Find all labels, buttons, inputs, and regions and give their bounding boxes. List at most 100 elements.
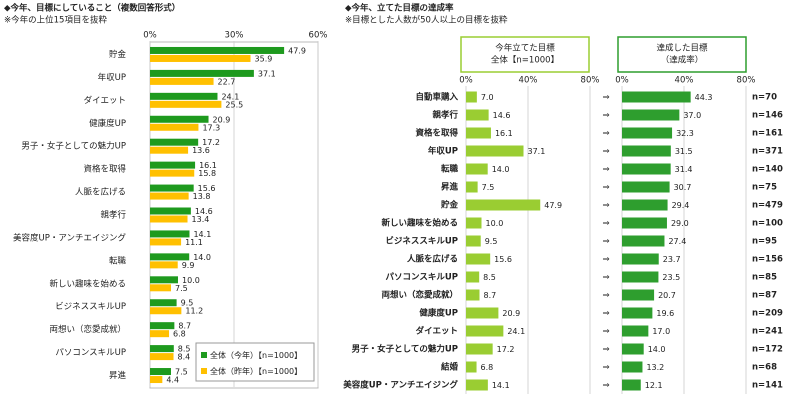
data-label: 7.5 [175,368,188,377]
sample-size: n=371 [752,147,783,157]
y-tick-label: 貯金 [441,200,459,211]
bar [150,261,178,269]
arrow: ⇒ [602,381,609,391]
arrow: ⇒ [602,147,609,157]
y-tick-label: パソコンスキルUP [55,348,126,358]
bar [622,91,691,103]
y-tick-label: 転職 [441,164,459,175]
data-label: 37.1 [258,69,276,78]
bar [622,199,668,211]
data-label: 17.0 [652,327,670,336]
y-tick-label: 資格を取得 [414,128,458,139]
arrow: ⇒ [602,129,609,139]
y-tick-label: 昇進 [109,371,127,381]
y-tick-label: 貯金 [109,49,127,60]
sample-size: n=156 [752,255,783,265]
bar [466,379,488,391]
x-tick-label: 40% [519,76,538,86]
y-tick-label: ビジネススキルUP [385,236,458,247]
x-tick-label: 30% [225,31,244,41]
y-tick-label: 男子・女子としての魅力UP [352,344,458,355]
data-label: 15.8 [198,169,216,178]
data-label: 44.3 [695,93,713,102]
bar [622,307,653,319]
data-label: 13.2 [646,363,664,372]
bar [150,192,189,200]
bar [150,77,214,85]
y-tick-label: 男子・女子としての魅力UP [21,141,126,152]
arrow: ⇒ [602,219,609,229]
arrow: ⇒ [602,345,609,355]
bar [622,361,643,373]
arrow: ⇒ [602,93,609,103]
data-label: 7.5 [175,284,188,293]
legend-swatch [201,352,207,358]
data-label: 37.0 [683,111,701,120]
arrow: ⇒ [602,237,609,247]
bar [466,307,499,319]
x-tick-label: 80% [581,76,600,86]
data-label: 32.3 [676,129,694,138]
bar [150,123,199,131]
data-label: 12.1 [645,381,663,390]
bar [466,199,541,211]
sample-size: n=87 [752,291,777,301]
data-label: 47.9 [288,46,306,55]
y-tick-label: 健康度UP [419,308,458,319]
data-label: 8.7 [483,291,496,300]
data-label: 20.9 [502,309,520,318]
bar [466,235,481,247]
legend-box [195,342,315,382]
bar [622,109,680,121]
data-label: 7.0 [481,93,494,102]
bar [466,289,480,301]
data-label: 16.1 [199,161,217,170]
legend-label: 全体（昨年）【n=1000】 [210,366,302,376]
data-label: 8.4 [178,353,191,362]
sample-size: n=85 [752,273,777,283]
panel-title: 全体【n=1000】 [491,55,559,66]
panel-title: 達成した目標 [656,43,708,54]
bar [622,325,649,337]
bar [150,54,251,62]
x-tick-label: 0% [143,31,157,41]
chart-subtitle: ※目標とした人数が50人以上の目標を抜粋 [345,15,508,26]
data-label: 15.6 [494,255,512,264]
sample-size: n=100 [752,219,783,229]
bar [150,238,182,246]
bar [466,163,488,175]
bar [150,322,175,330]
sample-size: n=75 [752,183,777,193]
bar [466,217,482,229]
data-label: 35.9 [255,54,273,63]
x-tick-label: 0% [459,76,473,86]
y-tick-label: 人脈を広げる [407,254,458,265]
data-label: 10.0 [486,219,504,228]
data-label: 23.7 [663,255,681,264]
x-tick-label: 40% [675,76,694,86]
y-tick-label: 親孝行 [432,110,458,121]
y-tick-label: 自動車購入 [415,92,458,103]
bar [150,184,194,192]
bar [622,343,644,355]
bar [622,145,671,157]
y-tick-label: 新しい趣味を始める [381,218,458,229]
y-tick-label: 美容度UP・アンチエイジング [13,232,127,243]
bar [150,92,218,100]
bar [150,115,209,123]
bar [150,161,196,169]
y-tick-label: 美容度UP・アンチエイジング [343,380,458,391]
data-label: 37.1 [528,147,546,156]
sample-size: n=70 [752,93,777,103]
sample-size: n=241 [752,327,783,337]
bar [622,253,659,265]
y-tick-label: 新しい趣味を始める [49,278,126,289]
bar [466,181,478,193]
data-label: 13.6 [192,146,210,155]
arrow: ⇒ [602,309,609,319]
bar [622,217,667,229]
y-tick-label: 資格を取得 [83,164,126,175]
bar [150,368,171,376]
bar [150,253,190,261]
data-label: 6.8 [173,330,186,339]
